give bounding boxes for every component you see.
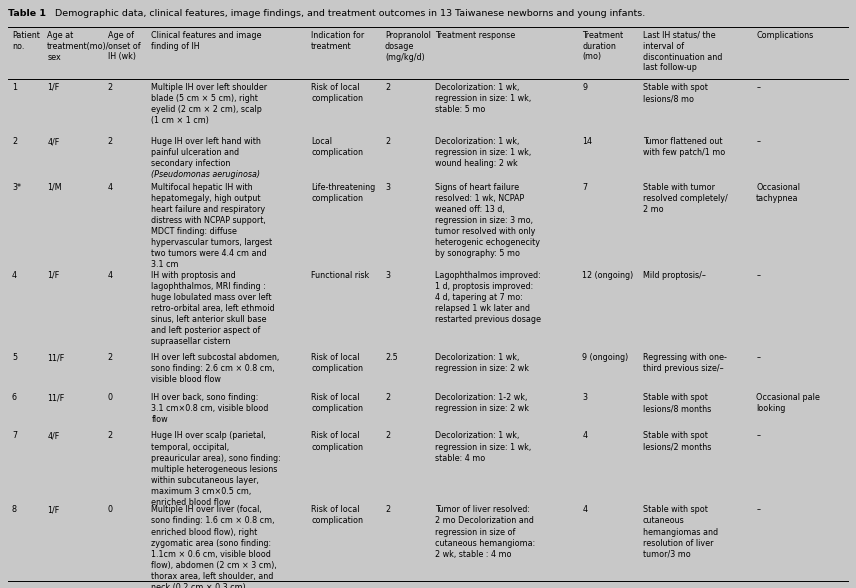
Text: –: – (756, 505, 760, 514)
Text: IH over left subcostal abdomen,
sono finding: 2.6 cm × 0.8 cm,
visible blood flo: IH over left subcostal abdomen, sono fin… (152, 353, 280, 385)
Text: Decolorization: 1 wk,
regression in size: 2 wk: Decolorization: 1 wk, regression in size… (436, 353, 529, 373)
Text: (Pseudomonas aeruginosa): (Pseudomonas aeruginosa) (152, 170, 260, 179)
Text: Last IH status/ the
interval of
discontinuation and
last follow-up: Last IH status/ the interval of disconti… (643, 31, 722, 72)
Text: 2: 2 (108, 137, 113, 146)
Text: –: – (756, 353, 760, 362)
Text: 7: 7 (12, 432, 17, 440)
Text: Risk of local
complication: Risk of local complication (311, 505, 363, 526)
Text: 9 (ongoing): 9 (ongoing) (582, 353, 628, 362)
Text: Functional risk: Functional risk (311, 270, 369, 280)
Text: Indication for
treatment: Indication for treatment (311, 31, 365, 51)
Text: 11/F: 11/F (47, 353, 64, 362)
Text: 1/M: 1/M (47, 182, 62, 192)
Text: Table 1: Table 1 (8, 9, 46, 18)
Text: 1/F: 1/F (47, 270, 60, 280)
Text: Lagophthalmos improved:
1 d, proptosis improved:
4 d, tapering at 7 mo:
relapsed: Lagophthalmos improved: 1 d, proptosis i… (436, 270, 541, 324)
Text: –: – (756, 137, 760, 146)
Text: –: – (756, 270, 760, 280)
Text: Propranolol
dosage
(mg/kg/d): Propranolol dosage (mg/kg/d) (385, 31, 431, 62)
Text: 6: 6 (12, 393, 17, 402)
Text: IH over back, sono finding:
3.1 cm×0.8 cm, visible blood
flow: IH over back, sono finding: 3.1 cm×0.8 c… (152, 393, 269, 424)
Text: Multiple IH over left shoulder
blade (5 cm × 5 cm), right
eyelid (2 cm × 2 cm), : Multiple IH over left shoulder blade (5 … (152, 83, 268, 125)
Text: 4: 4 (582, 505, 587, 514)
Text: Mild proptosis/–: Mild proptosis/– (643, 270, 705, 280)
Text: 1/F: 1/F (47, 83, 60, 92)
Text: 2: 2 (385, 505, 390, 514)
Text: Decolorization: 1 wk,
regression in size: 1 wk,
stable: 4 mo: Decolorization: 1 wk, regression in size… (436, 432, 532, 463)
Text: Occasional
tachypnea: Occasional tachypnea (756, 182, 800, 203)
Text: Stable with spot
lesions/8 months: Stable with spot lesions/8 months (643, 393, 711, 413)
Text: 3: 3 (582, 393, 587, 402)
Text: 0: 0 (108, 393, 113, 402)
Text: painful ulceration and: painful ulceration and (152, 148, 240, 157)
Text: Stable with tumor
resolved completely/
2 mo: Stable with tumor resolved completely/ 2… (643, 182, 728, 214)
Text: Regressing with one-
third previous size/–: Regressing with one- third previous size… (643, 353, 727, 373)
Text: Decolorization: 1 wk,
regression in size: 1 wk,
stable: 5 mo: Decolorization: 1 wk, regression in size… (436, 83, 532, 114)
Text: Stable with spot
cutaneous
hemangiomas and
resolution of liver
tumor/3 mo: Stable with spot cutaneous hemangiomas a… (643, 505, 718, 559)
Text: 7: 7 (582, 182, 587, 192)
Text: Stable with spot
lesions/8 mo: Stable with spot lesions/8 mo (643, 83, 708, 103)
Text: 2: 2 (385, 432, 390, 440)
Text: Complications: Complications (756, 31, 813, 40)
Text: Stable with spot
lesions/2 months: Stable with spot lesions/2 months (643, 432, 711, 452)
Text: 1/F: 1/F (47, 505, 60, 514)
Text: –: – (756, 432, 760, 440)
Text: –: – (756, 83, 760, 92)
Text: 4: 4 (108, 182, 113, 192)
Text: Treatment response: Treatment response (436, 31, 515, 40)
Text: Patient
no.: Patient no. (12, 31, 40, 51)
Text: 8: 8 (12, 505, 17, 514)
Text: Huge IH over left hand with: Huge IH over left hand with (152, 137, 261, 146)
Text: 3*: 3* (12, 182, 21, 192)
Text: 3: 3 (385, 182, 390, 192)
Text: 2: 2 (385, 393, 390, 402)
Text: 0: 0 (108, 505, 113, 514)
Text: Tumor flattened out
with few patch/1 mo: Tumor flattened out with few patch/1 mo (643, 137, 725, 157)
Text: Clinical features and image
finding of IH: Clinical features and image finding of I… (152, 31, 262, 51)
Text: 14: 14 (582, 137, 592, 146)
Text: Multifocal hepatic IH with
hepatomegaly, high output
heart failure and respirato: Multifocal hepatic IH with hepatomegaly,… (152, 182, 272, 269)
Text: Multiple IH over liver (focal,
sono finding: 1.6 cm × 0.8 cm,
enriched blood flo: Multiple IH over liver (focal, sono find… (152, 505, 277, 588)
Text: 4/F: 4/F (47, 137, 60, 146)
Text: 9: 9 (582, 83, 587, 92)
Text: 2: 2 (108, 83, 113, 92)
Text: Age of
onset of
IH (wk): Age of onset of IH (wk) (108, 31, 140, 62)
Text: Local
complication: Local complication (311, 137, 363, 157)
Text: 2: 2 (12, 137, 17, 146)
Text: 2: 2 (385, 137, 390, 146)
Text: Decolorization: 1 wk,
regression in size: 1 wk,
wound healing: 2 wk: Decolorization: 1 wk, regression in size… (436, 137, 532, 168)
Text: Treatment
duration
(mo): Treatment duration (mo) (582, 31, 623, 62)
Text: Huge IH over scalp (parietal,
temporal, occipital,
preauricular area), sono find: Huge IH over scalp (parietal, temporal, … (152, 432, 281, 507)
Text: 1: 1 (12, 83, 17, 92)
Text: Signs of heart failure
resolved: 1 wk, NCPAP
weaned off: 13 d,
regression in siz: Signs of heart failure resolved: 1 wk, N… (436, 182, 540, 258)
Text: 4: 4 (582, 432, 587, 440)
Text: Life-threatening
complication: Life-threatening complication (311, 182, 375, 203)
Text: 11/F: 11/F (47, 393, 64, 402)
Text: Risk of local
complication: Risk of local complication (311, 393, 363, 413)
Text: Decolorization: 1-2 wk,
regression in size: 2 wk: Decolorization: 1-2 wk, regression in si… (436, 393, 529, 413)
Text: Risk of local
complication: Risk of local complication (311, 83, 363, 103)
Text: 4: 4 (12, 270, 17, 280)
Text: 4/F: 4/F (47, 432, 60, 440)
Text: secondary infection: secondary infection (152, 159, 231, 168)
Text: Demographic data, clinical features, image findings, and treatment outcomes in 1: Demographic data, clinical features, ima… (46, 9, 645, 18)
Text: 2: 2 (108, 432, 113, 440)
Text: Tumor of liver resolved:
2 mo Decolorization and
regression in size of
cutaneous: Tumor of liver resolved: 2 mo Decoloriza… (436, 505, 536, 559)
Text: 3: 3 (385, 270, 390, 280)
Text: 5: 5 (12, 353, 17, 362)
Text: 2: 2 (385, 83, 390, 92)
Text: 12 (ongoing): 12 (ongoing) (582, 270, 633, 280)
Text: Occasional pale
looking: Occasional pale looking (756, 393, 820, 413)
Text: Age at
treatment(mo)/
sex: Age at treatment(mo)/ sex (47, 31, 110, 62)
Text: Risk of local
complication: Risk of local complication (311, 432, 363, 452)
Text: Risk of local
complication: Risk of local complication (311, 353, 363, 373)
Text: 2: 2 (108, 353, 113, 362)
Text: IH with proptosis and
lagophthalmos, MRI finding :
huge lobulated mass over left: IH with proptosis and lagophthalmos, MRI… (152, 270, 275, 346)
Text: 4: 4 (108, 270, 113, 280)
Text: 2.5: 2.5 (385, 353, 398, 362)
